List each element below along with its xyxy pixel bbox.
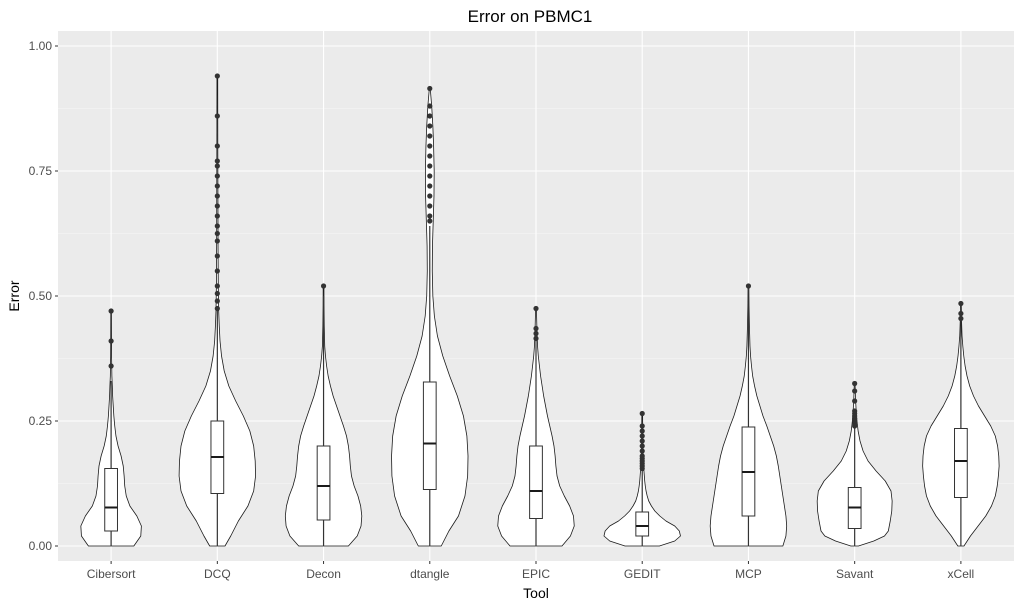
box-iqr (954, 428, 968, 498)
box-iqr (104, 468, 118, 532)
y-tick-label: 1.00 (29, 39, 53, 53)
outlier-point (214, 253, 220, 259)
outlier-point (214, 113, 220, 119)
outlier-point (639, 423, 645, 429)
x-tick-label: Decon (306, 567, 341, 581)
outlier-point (214, 203, 220, 209)
outlier-point (745, 283, 752, 289)
outlier-point (214, 163, 220, 169)
violin-group-mcp (709, 283, 788, 547)
outlier-point (214, 268, 220, 274)
outlier-point (427, 203, 433, 209)
outlier-point (639, 453, 645, 459)
outlier-point (852, 380, 858, 387)
violin-group-dtangle (391, 85, 469, 547)
x-axis: Cibersort DCQ Decon dtangle EPIC GEDIT MCP Sava… (87, 561, 974, 581)
box-iqr (635, 511, 650, 537)
outlier-point (214, 143, 220, 149)
y-tick-label: 0.75 (29, 164, 53, 178)
outlier-point (214, 158, 220, 164)
x-tick-label: Cibersort (87, 567, 136, 581)
outlier-point (533, 325, 539, 332)
outlier-point (214, 305, 220, 312)
y-tick-label: 0.50 (29, 289, 53, 303)
x-tick-label: DCQ (204, 567, 231, 581)
chart-title: Error on PBMC1 (468, 7, 593, 26)
outlier-point (533, 335, 539, 342)
outlier-point (427, 153, 433, 159)
outlier-point (108, 363, 114, 369)
outlier-point (639, 443, 645, 449)
y-axis: 0.00 0.25 0.50 0.75 1.00 (29, 39, 58, 553)
outlier-point (852, 408, 858, 414)
outlier-point (214, 73, 220, 79)
violin-group-cibersort (80, 308, 142, 547)
outlier-point (533, 305, 539, 312)
outlier-point (852, 388, 858, 394)
outlier-point (214, 213, 220, 219)
outlier-point (639, 428, 645, 434)
x-tick-label: MCP (735, 567, 762, 581)
y-axis-title: Error (6, 280, 22, 311)
outlier-point (427, 133, 433, 139)
outlier-point (214, 230, 220, 237)
x-tick-label: GEDIT (624, 567, 661, 581)
outlier-point (214, 283, 220, 289)
outlier-point (214, 173, 220, 179)
outlier-point (427, 143, 433, 149)
outlier-point (427, 85, 433, 92)
x-tick-label: dtangle (410, 567, 450, 581)
outlier-point (427, 103, 433, 109)
box-iqr (422, 381, 437, 490)
outlier-point (214, 183, 220, 189)
outlier-point (427, 193, 433, 199)
x-tick-label: Savant (836, 567, 874, 581)
outlier-point (958, 300, 964, 307)
outlier-point (533, 330, 539, 337)
outlier-point (639, 410, 645, 417)
outlier-point (427, 123, 433, 129)
outlier-point (214, 298, 220, 304)
x-axis-title: Tool (523, 585, 549, 601)
violin-group-savant (816, 380, 893, 547)
box-iqr (529, 445, 543, 519)
y-tick-label: 0.00 (29, 539, 53, 553)
box-iqr (316, 445, 331, 521)
violin-group-epic (497, 305, 575, 547)
outlier-point (214, 290, 220, 297)
outlier-point (427, 213, 433, 219)
x-tick-label: xCell (948, 567, 975, 581)
violin-group-dcq (178, 73, 256, 547)
outlier-point (108, 338, 114, 344)
outlier-point (427, 163, 433, 169)
outlier-point (639, 433, 645, 439)
outlier-point (427, 218, 433, 224)
outlier-point (639, 448, 645, 454)
outlier-point (958, 315, 964, 322)
outlier-point (214, 223, 220, 229)
outlier-point (108, 308, 114, 314)
outlier-point (427, 113, 433, 119)
violin-group-gedit (603, 410, 681, 547)
outlier-point (852, 398, 858, 404)
outlier-point (958, 310, 964, 317)
outlier-point (427, 183, 433, 189)
violin-group-decon (284, 283, 363, 547)
outlier-point (320, 283, 327, 289)
outlier-point (214, 238, 220, 244)
violins-layer (80, 73, 1000, 547)
outlier-point (214, 193, 220, 199)
outlier-point (427, 173, 433, 179)
y-tick-label: 0.25 (29, 414, 53, 428)
x-tick-label: EPIC (522, 567, 550, 581)
violin-group-xcell (922, 300, 1000, 547)
outlier-point (639, 438, 645, 444)
